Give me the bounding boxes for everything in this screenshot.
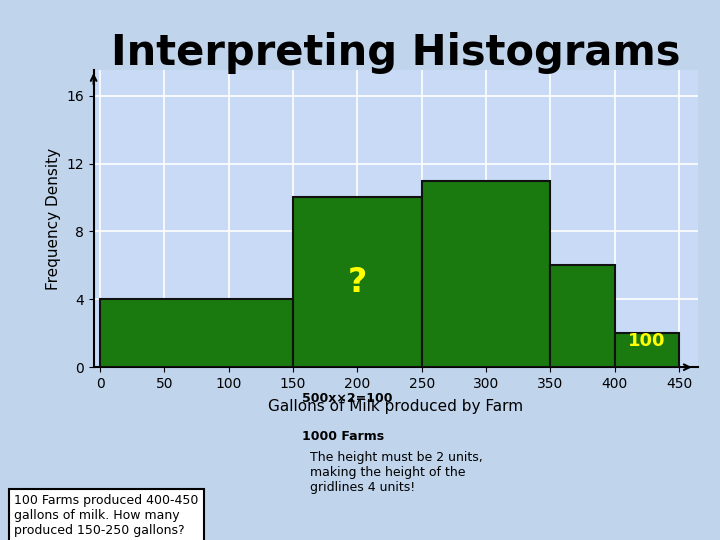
Bar (550, 265, 615, 367)
Bar (100, 299, 293, 367)
Bar (293, 198, 422, 367)
Text: 1000 Farms: 1000 Farms (302, 430, 384, 443)
Text: The height must be 2 units,
making the height of the
gridlines 4 units!: The height must be 2 units, making the h… (310, 451, 482, 494)
Y-axis label: Frequency Density: Frequency Density (45, 147, 60, 290)
Bar (422, 180, 550, 367)
Text: 100 Farms produced 400-450
gallons of milk. How many
produced 150-250 gallons?: 100 Farms produced 400-450 gallons of mi… (14, 494, 199, 537)
Text: Interpreting Histograms: Interpreting Histograms (112, 32, 680, 75)
X-axis label: Gallons of Milk produced by Farm: Gallons of Milk produced by Farm (269, 399, 523, 414)
Text: 500x×2=100: 500x×2=100 (302, 392, 393, 405)
Text: 100: 100 (628, 332, 666, 350)
Bar (615, 333, 679, 367)
Text: ?: ? (348, 266, 367, 299)
